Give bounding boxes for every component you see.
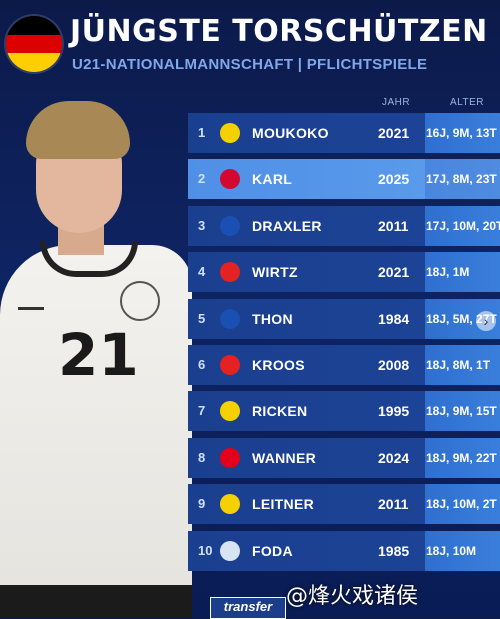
table-row[interactable]: 6 KROOS 2008 18J, 8M, 1T [188, 344, 500, 385]
rank-number: 1 [198, 125, 206, 140]
dfb-crest-icon [120, 281, 160, 321]
bvb-logo-icon [220, 494, 240, 515]
fch-logo-icon [220, 447, 240, 468]
rank-number: 7 [198, 403, 206, 419]
rank-number: 9 [198, 496, 206, 512]
goal-year: 2024 [378, 449, 410, 466]
goal-year: 1985 [378, 542, 410, 559]
s04-logo-icon [220, 308, 240, 329]
table-row[interactable]: 9 LEITNER 2011 18J, 10M, 2T [188, 484, 500, 525]
player-name: MOUKOKO [252, 125, 329, 141]
rank-number: 2 [198, 171, 206, 187]
rank-number: 4 [198, 264, 206, 280]
table-row[interactable]: 5 THON 1984 18J, 5M, 27T [188, 298, 500, 339]
player-name: DRAXLER [252, 217, 322, 234]
player-name: LEITNER [252, 496, 314, 513]
player-name: KARL [252, 171, 293, 188]
rank-number: 10 [198, 542, 213, 558]
rank-number: 5 [198, 310, 206, 326]
page-title: JÜNGSTE TORSCHÜTZEN [70, 14, 488, 49]
b04-logo-icon [220, 262, 240, 283]
player-age: 18J, 10M [426, 543, 477, 558]
watermark: @烽火戏诸侯 [286, 584, 419, 609]
goal-year: 2021 [378, 264, 410, 281]
table-row[interactable]: 4 WIRTZ 2021 18J, 1M [188, 252, 500, 293]
column-header-alter: ALTER [450, 97, 484, 108]
player-age: 18J, 9M, 15T [426, 404, 497, 419]
rank-number: 6 [198, 356, 206, 372]
player-name: THON [252, 310, 293, 327]
player-age: 17J, 8M, 23T [426, 172, 497, 187]
bvb-logo-icon [220, 123, 240, 143]
table-row[interactable]: 3 DRAXLER 2011 17J, 10M, 20T [188, 205, 500, 246]
player-age: 18J, 9M, 22T [426, 450, 497, 465]
table-row[interactable]: 2 KARL 2025 17J, 8M, 23T [188, 159, 500, 200]
player-age: 16J, 9M, 13T [426, 126, 497, 140]
fcb-logo-icon [220, 169, 240, 190]
player-age: 18J, 8M, 1T [426, 357, 491, 372]
goal-year: 2025 [378, 171, 410, 188]
player-photo: 21 [0, 95, 200, 617]
table-row[interactable]: 1 MOUKOKO 2021 16J, 9M, 13T [188, 113, 500, 153]
dsc-logo-icon [220, 540, 240, 561]
goal-year: 2008 [378, 356, 410, 373]
s04-logo-icon [220, 215, 240, 236]
player-age: 17J, 10M, 20T [426, 218, 500, 233]
player-name: RICKEN [252, 403, 308, 420]
goal-year: 1995 [378, 403, 410, 420]
rank-number: 8 [198, 449, 206, 465]
player-name: WANNER [252, 449, 317, 466]
player-name: KROOS [252, 356, 305, 373]
goal-year: 2011 [378, 217, 409, 234]
table-row[interactable]: 7 RICKEN 1995 18J, 9M, 15T [188, 391, 500, 432]
goal-year: 2021 [378, 125, 410, 141]
player-age: 18J, 1M [426, 265, 470, 280]
table-row[interactable]: 10 FODA 1985 18J, 10M [188, 530, 500, 571]
player-name: FODA [252, 542, 293, 559]
goal-year: 2011 [378, 496, 409, 513]
adidas-logo-icon [18, 293, 44, 310]
ranking-table: 1 MOUKOKO 2021 16J, 9M, 13T 2 KARL 2025 17J, 8M… [188, 113, 500, 577]
rank-number: 3 [198, 217, 206, 233]
page-subtitle: U21-NATIONALMANNSCHAFT | PFLICHTSPIELE [72, 56, 428, 73]
next-arrow-icon[interactable]: › [476, 311, 496, 331]
table-row[interactable]: 8 WANNER 2024 18J, 9M, 22T [188, 437, 500, 478]
b04-logo-icon [220, 354, 240, 375]
column-header-jahr: JAHR [382, 97, 411, 108]
germany-flag-icon [6, 16, 62, 72]
jersey [0, 245, 192, 585]
goal-year: 1984 [378, 310, 410, 327]
transfermarkt-logo: transfer [210, 597, 286, 619]
shirt-number: 21 [58, 321, 139, 389]
bvb-logo-icon [220, 401, 240, 422]
player-age: 18J, 10M, 2T [426, 497, 497, 512]
player-name: WIRTZ [252, 264, 298, 281]
